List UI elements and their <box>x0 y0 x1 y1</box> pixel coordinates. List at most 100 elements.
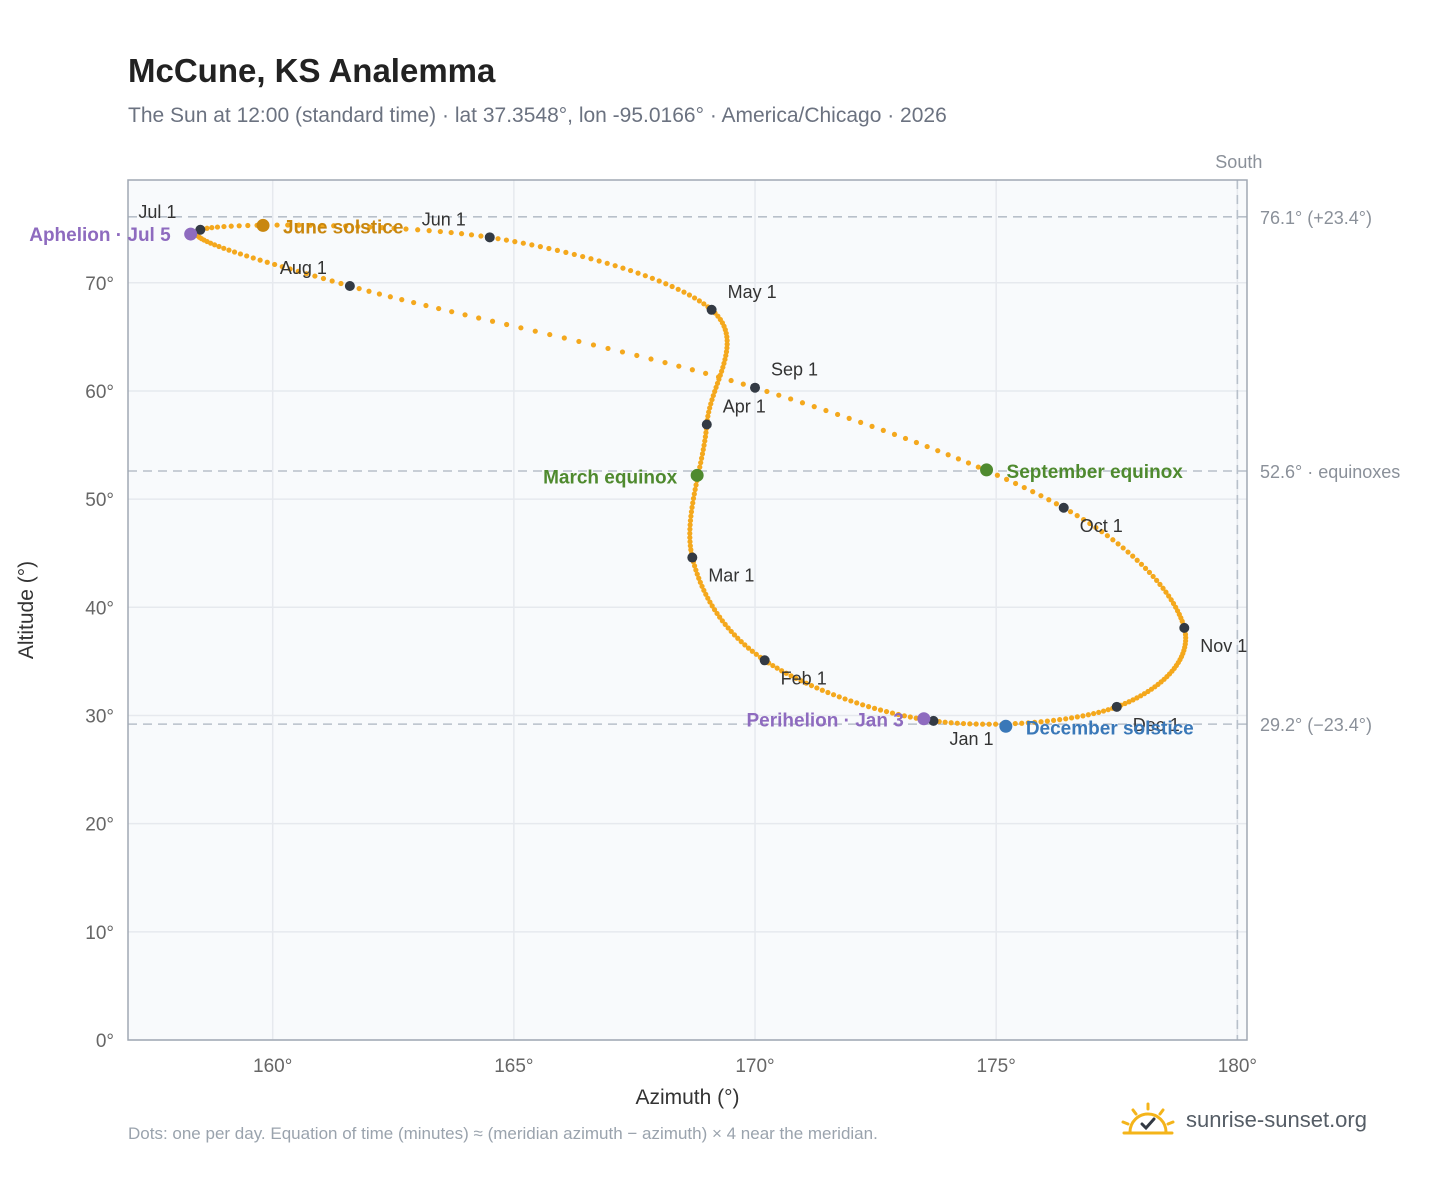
x-tick-label: 175° <box>977 1056 1016 1077</box>
daily-dot <box>696 575 702 581</box>
x-tick-label: 165° <box>494 1056 533 1077</box>
daily-dot <box>688 547 694 553</box>
month-marker <box>759 655 770 666</box>
daily-dot <box>960 720 967 727</box>
daily-dot <box>701 587 707 593</box>
daily-dot <box>745 645 752 651</box>
daily-dot <box>476 315 482 321</box>
daily-dot <box>698 460 704 466</box>
daily-dot <box>699 451 706 457</box>
daily-dot <box>1142 565 1149 571</box>
daily-dot <box>858 419 864 425</box>
daily-dot <box>605 345 611 352</box>
daily-dot <box>880 427 886 433</box>
plot-frame <box>127 179 1248 1041</box>
daily-dot <box>221 245 227 251</box>
daily-dot <box>663 281 669 287</box>
daily-dot <box>676 363 682 369</box>
daily-dot <box>1032 719 1038 725</box>
daily-dot <box>713 384 719 390</box>
daily-dot <box>954 720 960 726</box>
event-label: December solstice <box>1026 718 1194 739</box>
month-marker <box>195 224 206 235</box>
daily-dot <box>489 318 496 324</box>
daily-dot <box>426 228 432 234</box>
daily-dot <box>287 266 293 272</box>
daily-dot <box>576 338 582 345</box>
daily-dot <box>648 356 654 362</box>
y-tick-label: 0° <box>96 1031 114 1052</box>
daily-dot <box>529 242 535 248</box>
daily-dot <box>902 435 909 442</box>
daily-dot <box>994 472 1001 478</box>
event-label: March equinox <box>543 467 678 488</box>
month-label: Oct 1 <box>1080 516 1123 536</box>
daily-dot <box>699 583 705 589</box>
daily-dot <box>331 223 337 229</box>
month-marker <box>750 382 761 393</box>
daily-dot <box>1096 709 1102 715</box>
daily-dot <box>274 222 280 228</box>
daily-dot <box>604 260 610 266</box>
daily-dot <box>236 223 242 229</box>
daily-dot <box>1081 516 1087 523</box>
daily-dot <box>703 591 709 597</box>
daily-dot <box>687 543 693 549</box>
daily-dot <box>735 635 741 641</box>
footnote: Dots: one per day. Equation of time (min… <box>128 1124 878 1143</box>
daily-dot <box>889 710 896 716</box>
daily-dot <box>449 309 455 315</box>
sun-logo-icon <box>1121 1102 1175 1135</box>
daily-dot <box>698 455 705 461</box>
daily-dot <box>980 721 986 727</box>
daily-dot <box>724 345 730 351</box>
brand-logo[interactable]: sunrise-sunset.org <box>1120 1102 1367 1138</box>
daily-dot <box>700 446 706 453</box>
daily-dot <box>355 223 361 230</box>
daily-dot <box>694 571 700 577</box>
daily-dot <box>448 229 454 236</box>
daily-dot <box>264 259 270 265</box>
daily-dot <box>1067 509 1074 515</box>
event-label: Aphelion · Jul 5 <box>29 225 171 246</box>
daily-dot <box>596 258 602 264</box>
reference-label: 29.2° (−23.4°) <box>1260 715 1372 735</box>
daily-dot <box>724 341 730 347</box>
daily-dot <box>693 567 699 573</box>
daily-dot <box>681 289 687 295</box>
daily-dot <box>715 374 722 380</box>
daily-dot <box>770 662 776 669</box>
daily-dot <box>547 331 553 338</box>
daily-dot <box>913 439 920 446</box>
daily-dot <box>208 240 214 246</box>
daily-dot <box>415 227 421 233</box>
daily-dot <box>244 253 250 259</box>
daily-dot <box>1030 489 1036 495</box>
daily-dot <box>753 651 759 657</box>
daily-dot <box>948 720 954 726</box>
daily-dot <box>691 563 698 569</box>
daily-dot <box>634 352 640 359</box>
daily-dot <box>701 301 707 307</box>
event-marker <box>184 227 198 241</box>
event-marker <box>999 719 1013 733</box>
daily-dot <box>642 273 648 279</box>
daily-dot <box>714 380 721 386</box>
daily-dot <box>1012 480 1019 487</box>
daily-dot <box>366 288 372 294</box>
daily-dot <box>793 675 799 681</box>
daily-dot <box>717 614 723 620</box>
daily-dot <box>343 223 349 229</box>
daily-dot <box>1157 581 1163 587</box>
daily-dot <box>846 415 852 421</box>
daily-dot <box>588 256 594 262</box>
daily-dot <box>1126 699 1132 705</box>
daily-dot <box>257 257 263 263</box>
daily-dot <box>708 401 714 407</box>
daily-dot <box>712 388 718 395</box>
daily-dot <box>1166 593 1172 599</box>
daily-dot <box>696 298 702 304</box>
daily-dot <box>723 352 729 359</box>
event-label: Perihelion · Jan 3 <box>747 711 904 732</box>
daily-dot <box>1138 561 1145 567</box>
